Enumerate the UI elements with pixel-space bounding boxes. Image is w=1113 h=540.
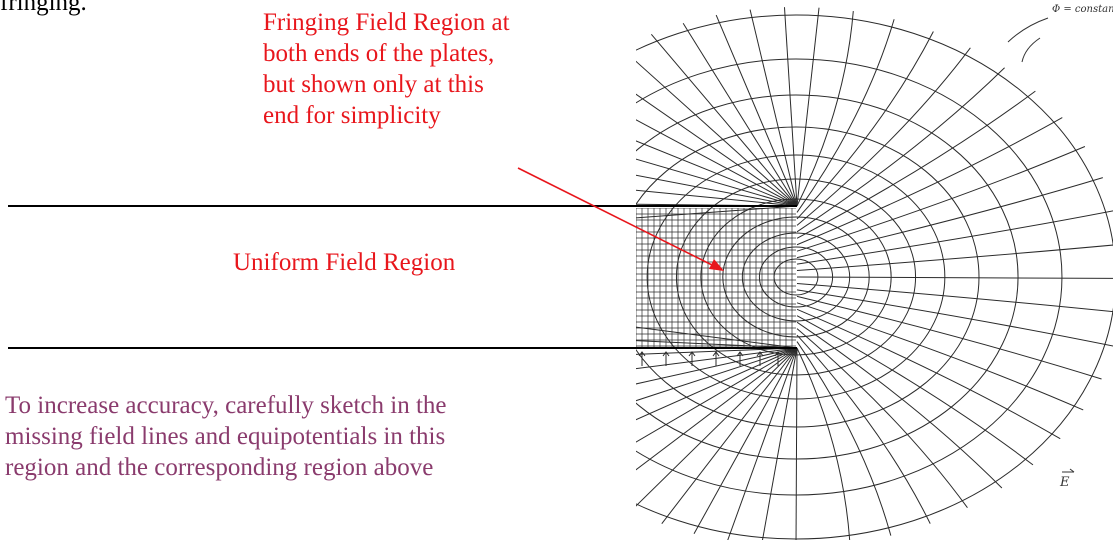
field-line (796, 146, 1086, 252)
field-line (636, 347, 798, 471)
field-line (795, 347, 798, 540)
field-line (796, 315, 1034, 466)
field-line (796, 11, 854, 207)
field-line (796, 347, 851, 540)
field-line (636, 347, 798, 385)
field-line (636, 205, 798, 219)
field-line (636, 340, 798, 349)
field-line (636, 347, 798, 355)
field-line (796, 341, 892, 536)
field-line (796, 295, 1102, 380)
field-line (796, 308, 1061, 440)
field-line (661, 347, 798, 524)
field-line (636, 189, 798, 207)
field-arrow (662, 351, 670, 366)
fringing-label-line: Fringing Field Region at (263, 9, 510, 36)
field-line (796, 289, 1113, 347)
equipotential-arc (636, 94, 1019, 460)
field-line (727, 347, 798, 540)
equipotential-arc (646, 154, 946, 400)
field-line (636, 347, 798, 370)
fringing-label-line: end for simplicity (263, 102, 441, 129)
field-line (796, 302, 1084, 411)
equipotential-lines (636, 14, 1113, 540)
field-line (796, 117, 1063, 246)
equipotential-constant-label: Φ = constant (1052, 4, 1113, 15)
field-line (796, 282, 1113, 313)
field-line (796, 177, 1103, 259)
field-line (636, 140, 798, 207)
equipotential-pointer (1007, 17, 1049, 63)
equipotential-arc (636, 126, 980, 428)
fringing-field-label: Fringing Field Region at both ends of th… (263, 7, 510, 131)
field-line (796, 244, 1113, 272)
field-arrow (712, 351, 720, 366)
field-line (796, 47, 971, 226)
field-line (636, 347, 798, 507)
field-vector-arrow (1062, 468, 1075, 473)
note-line: To increase accuracy, carefully sketch i… (5, 392, 447, 419)
field-line (796, 31, 934, 220)
field-line (636, 347, 798, 402)
uniform-field-grid (636, 208, 796, 348)
field-line (761, 347, 798, 540)
equipotential-arc (636, 14, 1113, 540)
field-line (715, 14, 798, 207)
field-line (796, 210, 1113, 265)
field-line (636, 347, 798, 421)
field-arrow (756, 351, 764, 366)
instruction-note: To increase accuracy, carefully sketch i… (5, 390, 447, 483)
field-line (796, 19, 895, 213)
field-line (636, 347, 798, 443)
field-arrow (688, 351, 696, 366)
field-arrow (638, 351, 646, 366)
pointer-arrow-head (709, 259, 724, 271)
field-line (749, 9, 798, 207)
field-line (796, 7, 820, 207)
field-line (796, 276, 1113, 279)
field-line (682, 23, 798, 207)
field-vector-symbol: E (1060, 475, 1070, 490)
note-line: missing field lines and equipotentials i… (5, 423, 446, 450)
equipotential-arc (675, 178, 917, 376)
field-line (650, 34, 798, 207)
field-line (796, 328, 968, 508)
field-arrow (736, 351, 744, 366)
field-line (796, 90, 1036, 239)
field-line (636, 93, 798, 207)
field-line (796, 67, 1005, 233)
pointer-arrow-line (517, 167, 719, 269)
field-arrows (638, 351, 782, 366)
field-line (693, 347, 798, 535)
field-arrow (774, 351, 782, 366)
field-line (796, 334, 931, 524)
top-partial-text: fringing. (0, 0, 87, 16)
field-line (636, 158, 798, 207)
field-line (636, 174, 798, 207)
field-line (796, 321, 1003, 489)
field-line (636, 119, 798, 207)
field-line (783, 7, 798, 207)
fringing-label-line: but shown only at this (263, 71, 484, 98)
uniform-field-label: Uniform Field Region (233, 249, 456, 276)
field-line (636, 60, 798, 207)
fringing-label-line: both ends of the plates, (263, 40, 495, 67)
field-line (636, 326, 798, 349)
note-line: region and the corresponding region abov… (5, 454, 434, 481)
field-lines (636, 7, 1113, 540)
equipotential-arc (636, 58, 1063, 496)
